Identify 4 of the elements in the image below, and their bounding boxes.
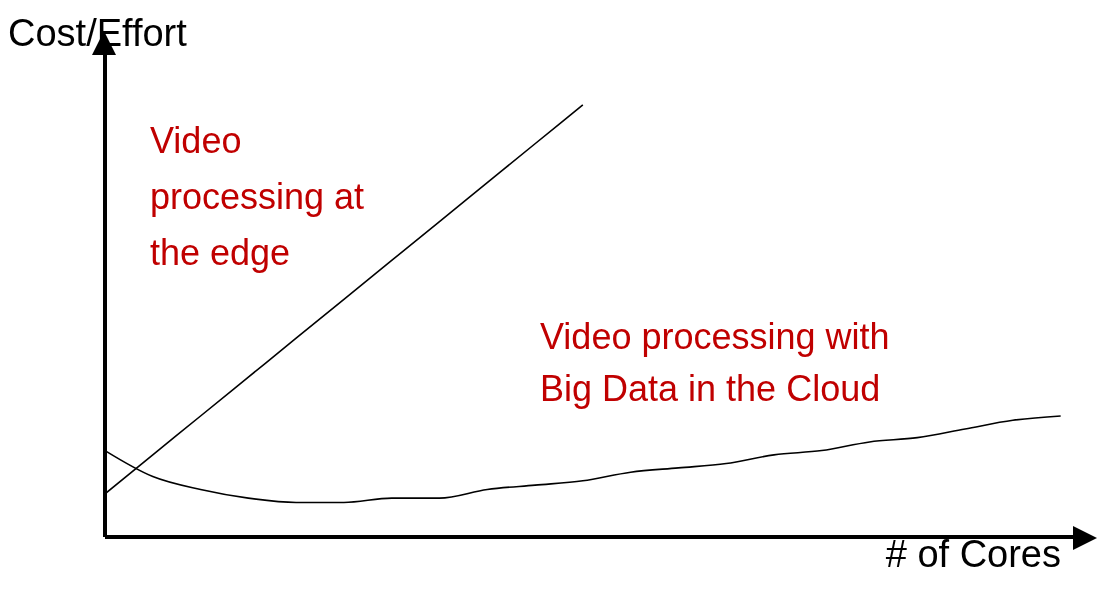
series-label: Video processing with Big Data in the Cloud	[540, 315, 890, 411]
x-axis-title: # of Cores	[885, 533, 1061, 576]
series-label: Video processing at the edge	[150, 119, 365, 275]
y-axis-title: Cost/Effort	[8, 12, 187, 55]
